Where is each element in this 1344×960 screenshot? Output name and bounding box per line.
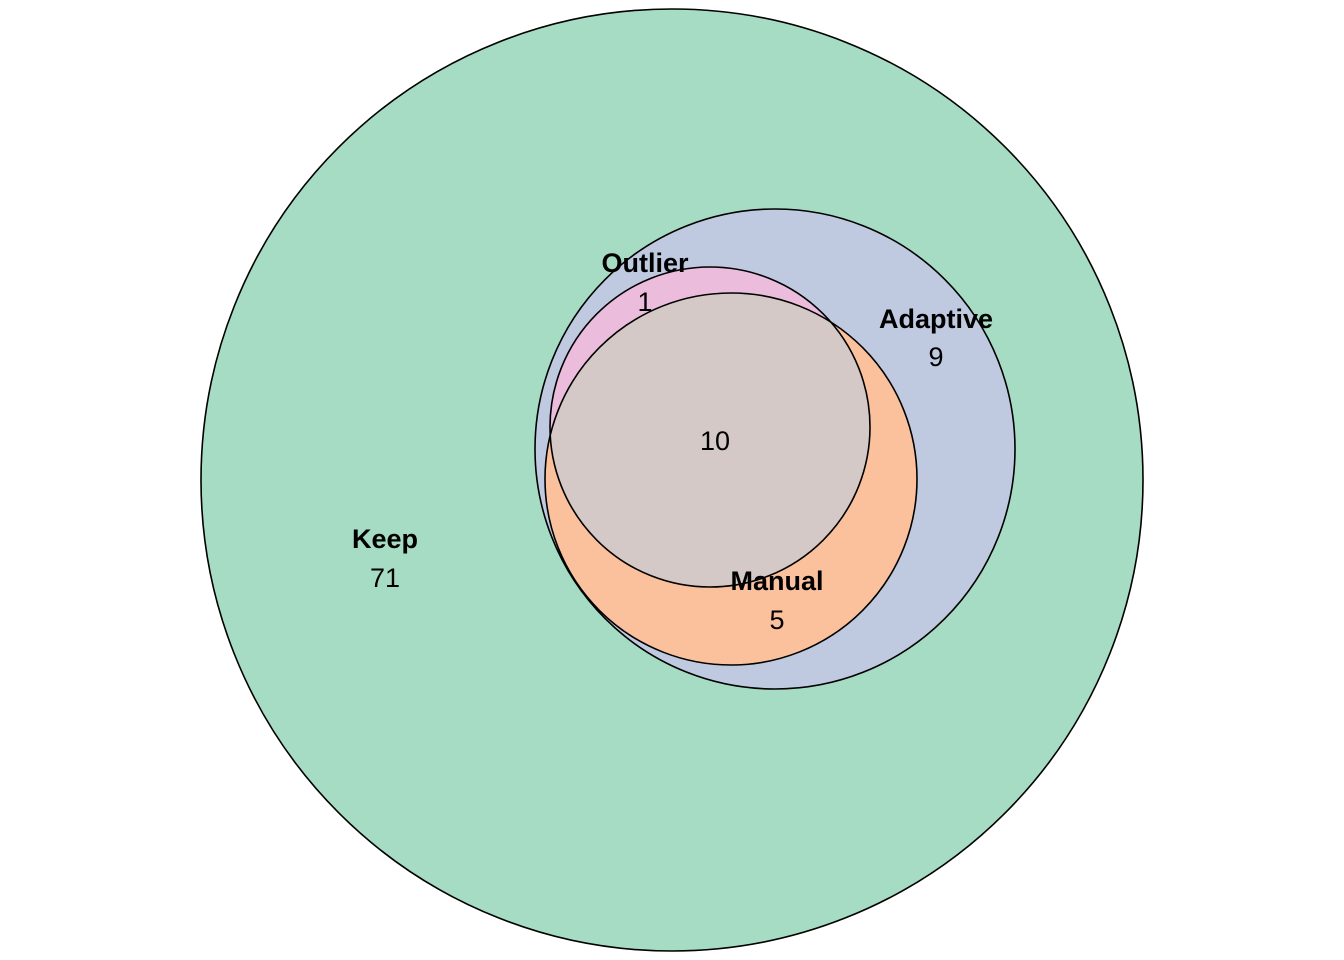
outlier-circle-outline [549, 266, 871, 588]
manual-count: 5 [769, 605, 784, 635]
adaptive-label: Adaptive [879, 304, 993, 334]
manual-circle-outline [544, 292, 918, 666]
outlier-label: Outlier [601, 248, 689, 278]
manual-label: Manual [730, 566, 823, 596]
adaptive-count: 9 [928, 342, 943, 372]
keep-label: Keep [352, 524, 418, 554]
intersection-count: 10 [700, 426, 730, 456]
outlier-count: 1 [637, 287, 652, 317]
keep-count: 71 [370, 563, 400, 593]
